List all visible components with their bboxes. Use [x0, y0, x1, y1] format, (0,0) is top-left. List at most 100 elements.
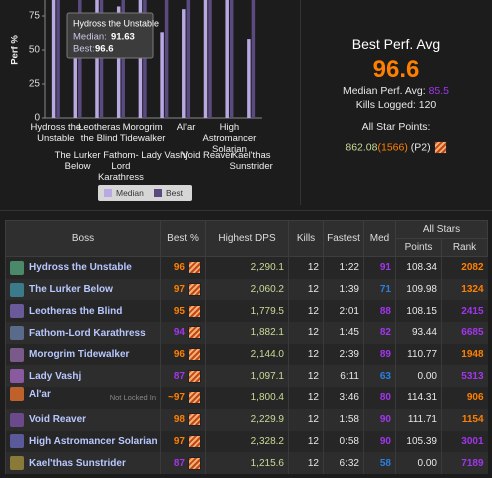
tooltip-title: Hydross the Unstable — [73, 18, 159, 28]
divider — [0, 210, 492, 211]
boss-name[interactable]: Kael'thas Sunstrider — [29, 457, 126, 469]
boss-cell: Void Reaver — [5, 408, 161, 431]
boss-icon — [10, 434, 24, 449]
boss-icon — [10, 347, 24, 362]
boss-cell: The Lurker Below — [5, 278, 161, 301]
y-tick-label: 0 — [34, 113, 40, 124]
median-value: 85.5 — [428, 85, 450, 97]
median-cell: 63 — [363, 365, 396, 388]
boss-name[interactable]: Lady Vashj — [29, 370, 82, 382]
x-tick-label: Fathom-Lord Karathress — [97, 150, 144, 183]
boss-name[interactable]: The Lurker Below — [29, 284, 113, 296]
bar — [51, 0, 56, 119]
bar — [251, 0, 256, 118]
rank-cell: 906 — [440, 387, 488, 409]
boss-name[interactable]: Void Reaver — [29, 414, 87, 426]
tooltip-value: 96.6 — [95, 44, 114, 55]
points-cell: 0.00 — [395, 365, 442, 388]
fastest-cell: 2:01 — [323, 300, 364, 323]
points-cell: 93.44 — [395, 322, 442, 344]
best-cell: 87 — [160, 365, 206, 388]
dps-cell: 1,882.1 — [205, 322, 289, 344]
kills-cell: 12 — [288, 256, 324, 279]
boss-cell: Leotheras the Blind — [5, 300, 161, 323]
fastest-cell: 0:58 — [323, 430, 364, 453]
boss-row: Void Reaver 98 2,229.9 12 1:58 90 111.71 1154 — [5, 408, 488, 431]
points-cell: 114.31 — [395, 387, 442, 409]
rank: (1566) — [377, 141, 408, 154]
bar — [73, 21, 78, 118]
dps-cell: 2,328.2 — [205, 430, 289, 453]
x-tick-label: Hydross the Unstable — [30, 122, 82, 144]
median-line: Median Perf. Avg: 85.5 — [300, 85, 492, 97]
boss-cell: Al'ar Not Locked In — [5, 387, 161, 409]
boss-icon — [10, 260, 24, 275]
spec-icon — [188, 434, 201, 448]
bar — [208, 0, 212, 118]
dps-cell: 1,800.4 — [205, 387, 289, 409]
tooltip-label: Best: — [73, 44, 95, 55]
bar — [56, 0, 60, 118]
median-cell: 82 — [363, 322, 396, 344]
spec-icon — [188, 304, 201, 318]
fastest-cell: 3:46 — [323, 387, 364, 409]
boss-row: Lady Vashj 87 1,097.1 12 6:11 63 0.00 5313 — [5, 365, 488, 388]
kills-cell: 12 — [288, 300, 324, 323]
boss-name[interactable]: Morogrim Tidewalker — [29, 349, 130, 361]
x-tick-label: High Astromancer Solarian — [202, 122, 257, 155]
bar — [186, 0, 191, 118]
dps-cell: 2,060.2 — [205, 278, 289, 301]
boss-icon — [10, 412, 24, 427]
boss-row: Kael'thas Sunstrider 87 1,215.6 12 6:32 58 0.0… — [5, 452, 488, 474]
bar — [203, 0, 208, 119]
kills-cell: 12 — [288, 322, 324, 344]
y-axis-label: Perf % — [10, 35, 21, 65]
median-cell: 91 — [363, 256, 396, 279]
summary-title: Best Perf. Avg — [351, 36, 441, 52]
best-cell: 87 — [160, 452, 206, 474]
boss-name[interactable]: Al'ar — [29, 389, 51, 401]
kills-cell: 12 — [288, 408, 324, 431]
points-cell: 111.71 — [395, 408, 442, 431]
rank-cell: 2415 — [440, 300, 488, 323]
boss-name[interactable]: Leotheras the Blind — [29, 305, 123, 317]
best-value: 94 — [173, 327, 185, 339]
spec-icon — [188, 391, 201, 405]
x-tick-label: Leotheras the Blind — [78, 122, 121, 144]
points-cell: 0.00 — [395, 452, 442, 474]
best-value: 97 — [173, 435, 185, 447]
kills-cell: 12 — [288, 365, 324, 388]
boss-cell: Kael'thas Sunstrider — [5, 452, 161, 474]
bar — [247, 39, 251, 119]
kills-cell: 12 — [288, 430, 324, 453]
boss-table: Boss Best % Highest DPS Kills Fastest Med All … — [5, 220, 489, 474]
column-header: Rank — [440, 238, 489, 257]
bar — [138, 0, 143, 119]
y-tick-label: 25 — [29, 79, 41, 90]
best-value: 96 — [173, 262, 185, 274]
boss-name[interactable]: Fathom-Lord Karathress — [29, 327, 146, 339]
spec-icon — [188, 369, 201, 383]
fastest-cell: 1:39 — [323, 278, 364, 301]
label: Kills Logged: — [355, 99, 416, 111]
median-cell: 90 — [363, 430, 396, 453]
boss-name[interactable]: Hydross the Unstable — [29, 262, 132, 274]
best-cell: 97 — [160, 278, 206, 301]
spec-icon — [188, 348, 201, 362]
bar — [143, 0, 147, 118]
boss-row: Al'ar Not Locked In ~97 1,800.4 12 3:46 80 114.… — [5, 387, 488, 409]
legend-swatch — [104, 189, 112, 197]
best-value: 98 — [173, 414, 185, 426]
boss-name[interactable]: High Astromancer Solarian — [29, 435, 158, 447]
boss-row: High Astromancer Solarian 97 2,328.2 12 0:58… — [5, 430, 488, 453]
rank-cell: 3001 — [440, 430, 488, 453]
best-value: 96 — [173, 349, 185, 361]
spec-icon — [188, 456, 201, 470]
tooltip-value: 91.63 — [111, 32, 135, 43]
rank-cell: 5313 — [440, 365, 488, 388]
boss-icon — [10, 304, 24, 319]
bar — [164, 0, 169, 118]
x-tick-label: Void Reaver — [181, 150, 234, 161]
dps-cell: 1,779.5 — [205, 300, 289, 323]
legend-label: Median — [116, 188, 144, 198]
